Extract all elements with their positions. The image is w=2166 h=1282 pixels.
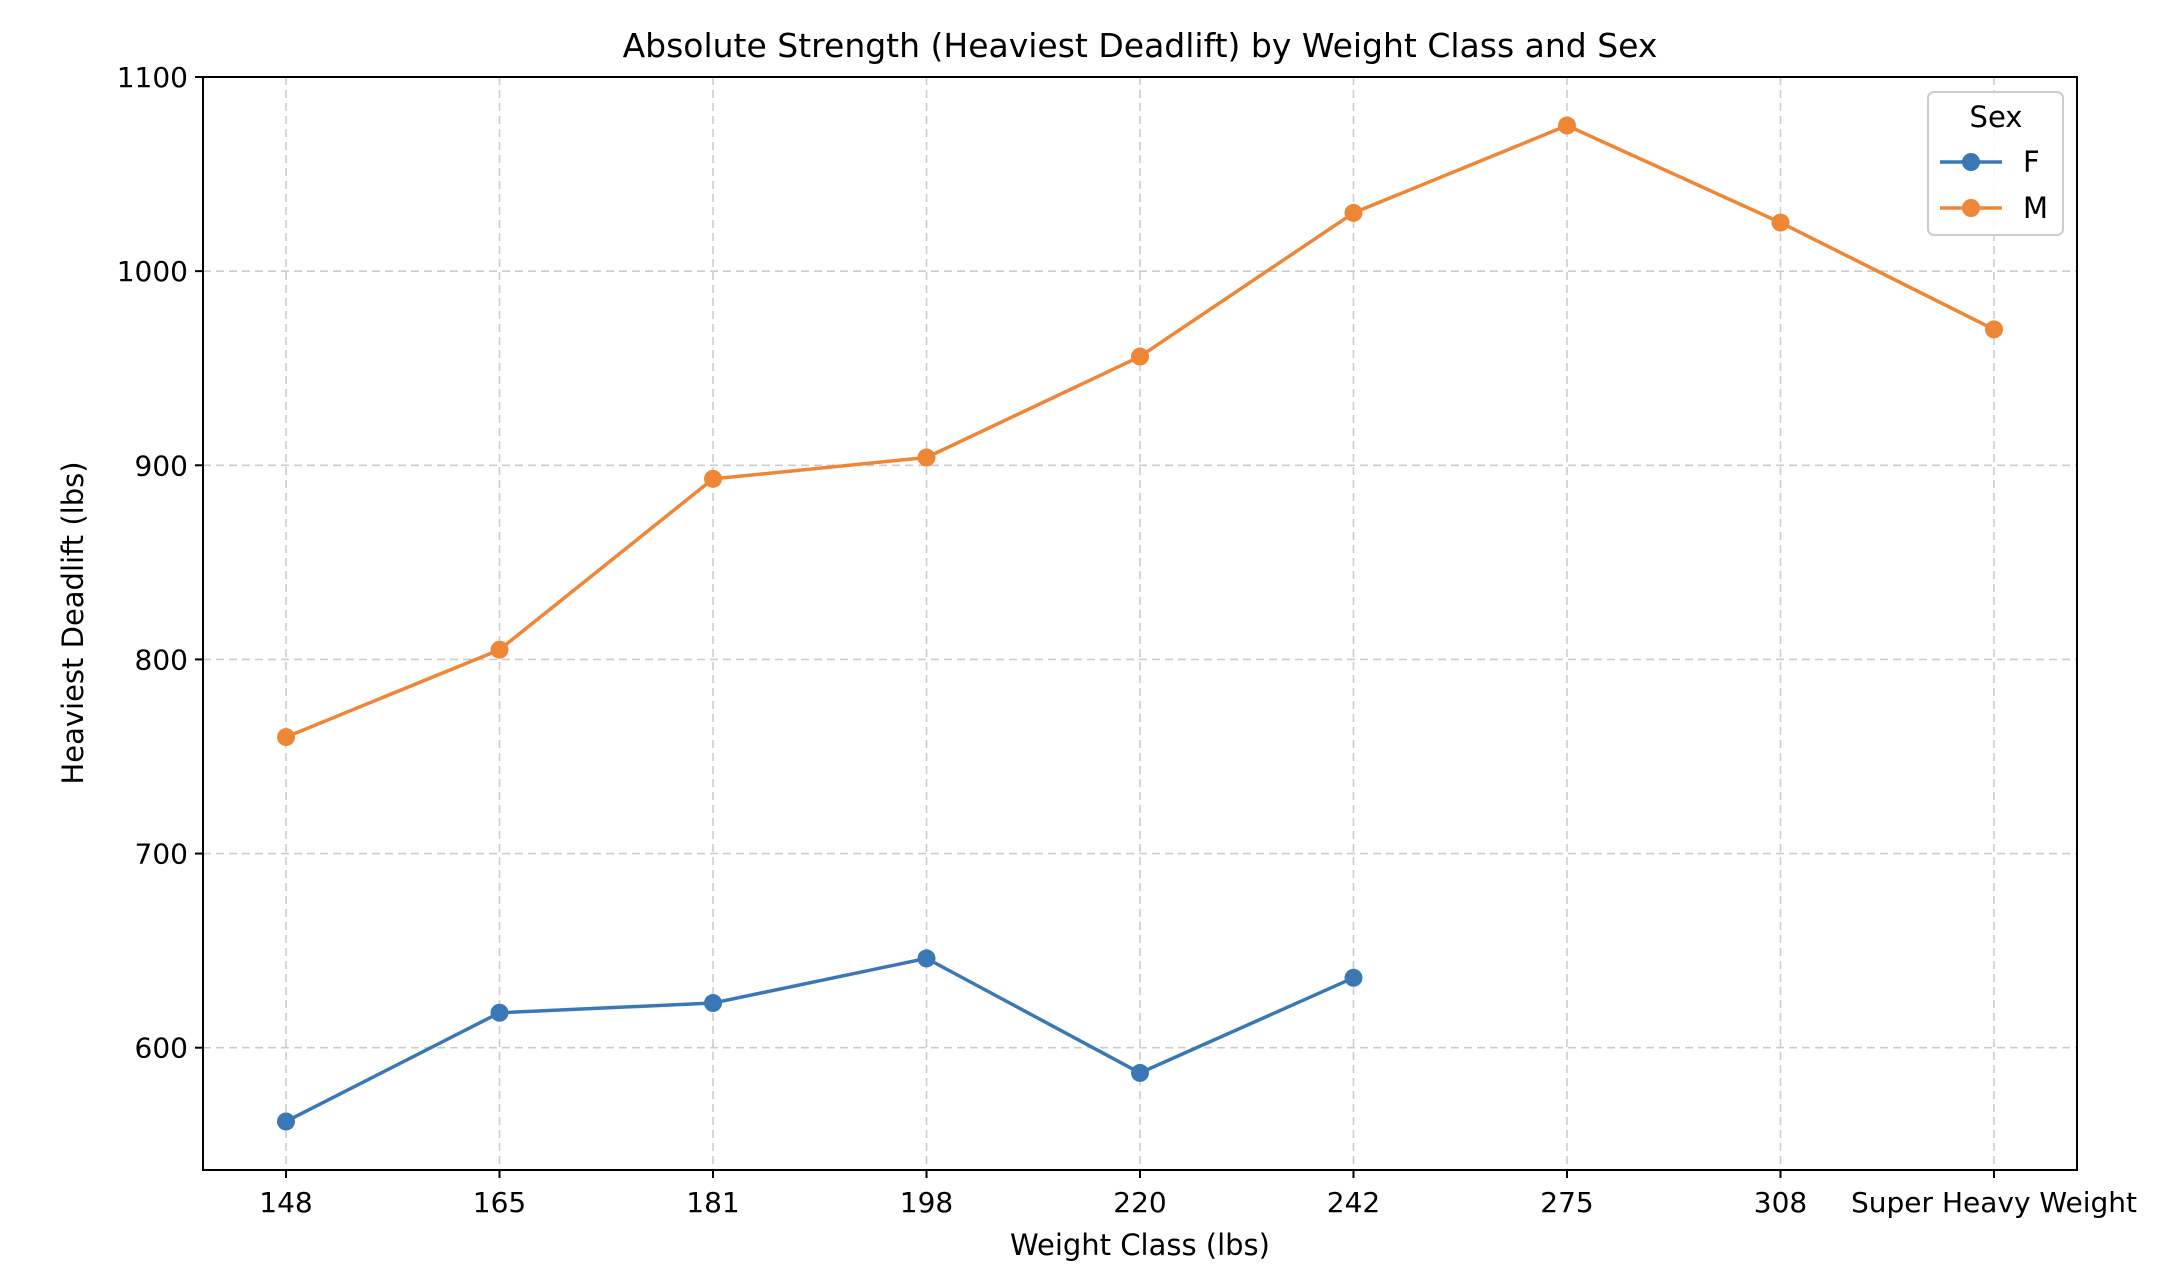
legend-marker-F — [1962, 153, 1980, 171]
y-axis-label: Heaviest Deadlift (lbs) — [56, 461, 90, 784]
y-tick-label: 800 — [135, 643, 188, 676]
data-point-F — [1344, 968, 1363, 987]
data-point-M — [277, 728, 295, 747]
y-tick-label: 1100 — [117, 61, 188, 94]
x-tick-label: 165 — [473, 1186, 526, 1219]
series-line-F — [285, 956, 1355, 1124]
grid-layer — [203, 76, 2077, 1170]
x-tick-label: Super Heavy Weight — [1851, 1186, 2137, 1219]
data-point-M — [490, 640, 509, 659]
x-tick-label: 148 — [259, 1186, 312, 1219]
legend-label-F: F — [2023, 145, 2040, 179]
data-point-F — [490, 1003, 509, 1022]
chart-title: Absolute Strength (Heaviest Deadlift) by… — [623, 26, 1658, 65]
data-point-F — [277, 1112, 295, 1131]
tick-layer: 148 165 181 198 220 242 275 308 Super Heavy Weig… — [117, 61, 2137, 1219]
data-point-M — [1771, 213, 1790, 232]
x-tick-label: 181 — [686, 1186, 739, 1219]
x-tick-label: 198 — [900, 1186, 953, 1219]
data-point-M — [1344, 203, 1363, 222]
y-tick-label: 1000 — [117, 255, 188, 288]
data-point-M — [1558, 116, 1576, 135]
data-point-M — [917, 448, 936, 467]
data-point-F — [704, 994, 722, 1013]
x-tick-label: 242 — [1327, 1186, 1380, 1219]
legend-title: Sex — [1970, 100, 2023, 134]
series-layer — [277, 116, 2003, 1131]
data-point-M — [1985, 320, 2003, 339]
x-tick-label: 220 — [1113, 1186, 1166, 1219]
y-tick-label: 900 — [135, 449, 188, 482]
legend: Sex FM — [1927, 91, 2064, 236]
data-point-F — [917, 949, 936, 968]
y-tick-label: 700 — [135, 838, 188, 871]
data-point-M — [1131, 347, 1149, 366]
legend-marker-M — [1962, 199, 1980, 217]
legend-label-M: M — [2023, 191, 2048, 225]
x-axis-label: Weight Class (lbs) — [1010, 1228, 1270, 1262]
data-point-M — [704, 469, 722, 488]
y-tick-label: 600 — [135, 1032, 188, 1065]
legend-entries: FM — [1940, 145, 2048, 225]
data-point-F — [1131, 1063, 1149, 1082]
x-tick-label: 308 — [1754, 1186, 1807, 1219]
x-tick-label: 275 — [1540, 1186, 1593, 1219]
